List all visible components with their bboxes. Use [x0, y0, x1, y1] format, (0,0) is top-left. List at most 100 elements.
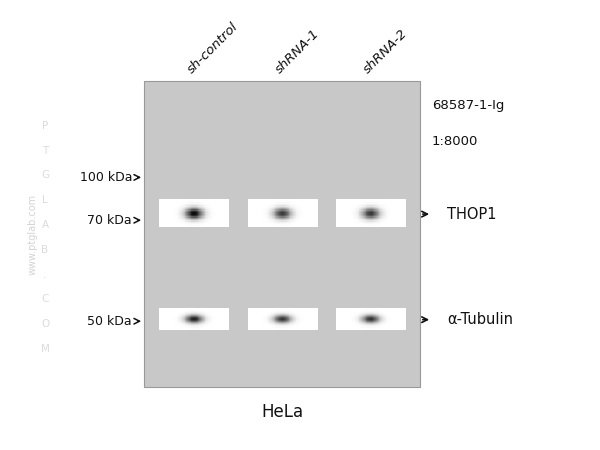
- Bar: [378, 315, 379, 317]
- Bar: [195, 221, 196, 223]
- Bar: [258, 222, 259, 225]
- Bar: [172, 217, 173, 219]
- Bar: [197, 207, 198, 209]
- Bar: [162, 320, 163, 321]
- Bar: [287, 221, 288, 223]
- Bar: [205, 309, 206, 311]
- Bar: [279, 324, 280, 325]
- Bar: [169, 199, 170, 201]
- Bar: [365, 310, 366, 312]
- Bar: [376, 310, 377, 312]
- Bar: [264, 207, 265, 209]
- Bar: [277, 214, 278, 216]
- Bar: [197, 310, 199, 312]
- Bar: [342, 328, 343, 329]
- Bar: [362, 212, 364, 213]
- Bar: [356, 225, 357, 227]
- Bar: [340, 216, 341, 217]
- Bar: [193, 214, 194, 216]
- Bar: [264, 318, 265, 319]
- Bar: [196, 210, 197, 212]
- Bar: [310, 220, 311, 222]
- Bar: [277, 326, 278, 328]
- Bar: [226, 220, 227, 222]
- Bar: [388, 214, 389, 216]
- Bar: [314, 206, 315, 208]
- Bar: [218, 222, 220, 225]
- Bar: [278, 310, 280, 312]
- Bar: [293, 213, 294, 215]
- Bar: [311, 318, 313, 319]
- Bar: [347, 210, 349, 212]
- Bar: [190, 312, 191, 314]
- Bar: [289, 322, 291, 324]
- Bar: [205, 308, 207, 310]
- Bar: [312, 216, 313, 217]
- Bar: [220, 210, 221, 212]
- Bar: [348, 225, 349, 227]
- Bar: [268, 214, 270, 216]
- Bar: [384, 217, 385, 219]
- Bar: [391, 317, 392, 318]
- Bar: [166, 214, 167, 216]
- Bar: [257, 325, 259, 327]
- Bar: [355, 321, 356, 322]
- Bar: [360, 312, 362, 314]
- Bar: [283, 221, 284, 223]
- Bar: [290, 323, 292, 324]
- Bar: [314, 218, 315, 220]
- Bar: [296, 309, 297, 311]
- Bar: [161, 315, 162, 316]
- Bar: [314, 212, 315, 213]
- Bar: [353, 322, 355, 324]
- Bar: [350, 205, 351, 207]
- Bar: [212, 209, 213, 211]
- Bar: [346, 201, 347, 203]
- Bar: [395, 328, 397, 329]
- Bar: [359, 314, 360, 315]
- Bar: [298, 315, 299, 317]
- Bar: [178, 323, 179, 324]
- Bar: [281, 203, 283, 205]
- Bar: [180, 217, 181, 219]
- Bar: [317, 202, 318, 204]
- Bar: [193, 315, 194, 317]
- Bar: [389, 309, 391, 311]
- Bar: [394, 213, 395, 215]
- Bar: [311, 315, 313, 317]
- Bar: [258, 319, 259, 320]
- Bar: [259, 314, 260, 315]
- Bar: [197, 214, 199, 216]
- Bar: [315, 315, 316, 316]
- Bar: [218, 309, 219, 311]
- Bar: [389, 213, 391, 215]
- Bar: [211, 323, 212, 324]
- Bar: [385, 210, 386, 212]
- Bar: [275, 220, 276, 222]
- Bar: [214, 225, 215, 227]
- Bar: [316, 220, 317, 222]
- Bar: [307, 318, 308, 319]
- Bar: [264, 214, 265, 216]
- Bar: [359, 212, 360, 213]
- Bar: [205, 327, 207, 328]
- Bar: [161, 222, 162, 225]
- Bar: [251, 201, 252, 203]
- Bar: [160, 326, 161, 328]
- Bar: [295, 213, 296, 215]
- Bar: [197, 220, 198, 222]
- Bar: [343, 328, 344, 329]
- Bar: [228, 309, 229, 311]
- Bar: [355, 206, 356, 208]
- Bar: [208, 210, 209, 212]
- Bar: [287, 324, 288, 325]
- Bar: [311, 210, 313, 212]
- Bar: [170, 308, 171, 310]
- Bar: [163, 320, 164, 321]
- Bar: [160, 207, 161, 209]
- Bar: [364, 322, 365, 324]
- Bar: [292, 318, 293, 319]
- Bar: [272, 325, 273, 327]
- Bar: [253, 224, 254, 226]
- Bar: [176, 207, 177, 209]
